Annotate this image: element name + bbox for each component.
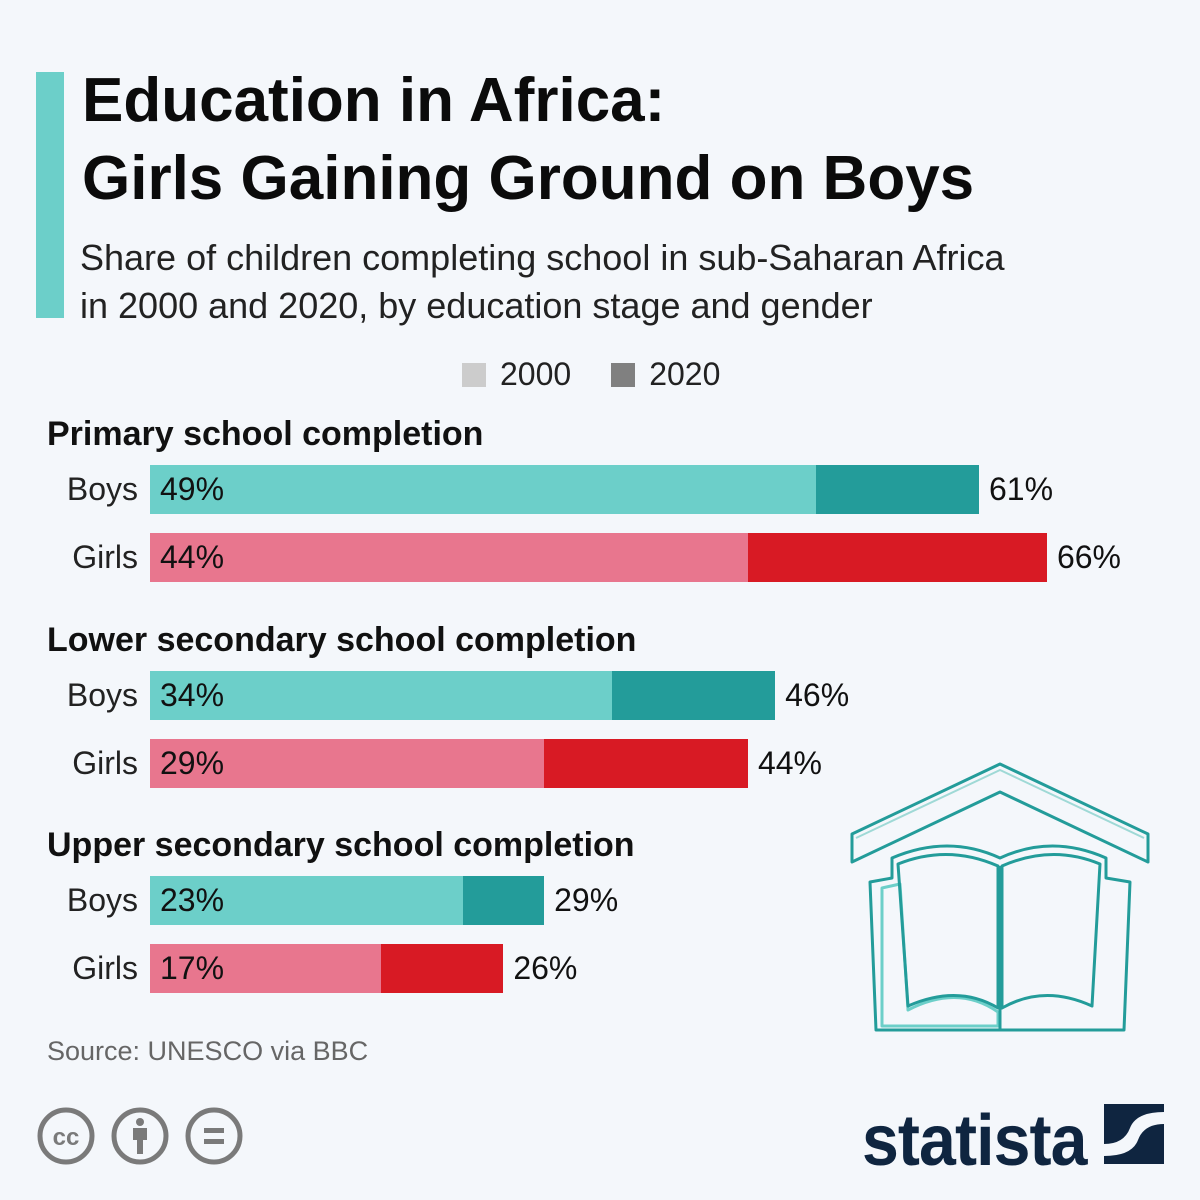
bar-2000 — [150, 739, 545, 788]
row-label: Boys — [66, 882, 138, 918]
value-label-2000: 49% — [160, 471, 225, 507]
brand-name: statista — [862, 1101, 1088, 1181]
license-icons: cc — [36, 1106, 244, 1166]
svg-text:cc: cc — [53, 1124, 80, 1151]
section-title: Upper secondary school completion — [47, 826, 635, 864]
legend-item-2000: 2000 — [462, 356, 571, 393]
value-label-2020: 46% — [785, 677, 850, 713]
legend-swatch-2020 — [611, 362, 636, 387]
legend-swatch-2000 — [462, 362, 486, 387]
bar-2000 — [150, 876, 463, 925]
legend: 2000 2020 — [462, 356, 760, 393]
value-label-2000: 29% — [160, 745, 225, 781]
row-label: Boys — [66, 677, 138, 713]
cc-icon[interactable]: cc — [36, 1106, 96, 1166]
value-label-2020: 29% — [554, 882, 619, 918]
section-title: Primary school completion — [47, 415, 484, 453]
subtitle: Share of children completing school in s… — [80, 234, 1005, 330]
page-title: Education in Africa: Girls Gaining Groun… — [82, 62, 974, 218]
row-label: Boys — [66, 471, 138, 507]
bar-2000 — [150, 944, 382, 993]
bar-2000 — [150, 465, 816, 514]
bar-2000 — [150, 671, 613, 720]
value-label-2000: 17% — [160, 950, 225, 986]
source-note: Source: UNESCO via BBC — [47, 1036, 369, 1066]
subtitle-line-2: in 2000 and 2020, by education stage and… — [80, 285, 873, 326]
statista-logo-icon — [1104, 1104, 1164, 1164]
legend-item-2020: 2020 — [611, 356, 720, 393]
value-label-2020: 61% — [988, 471, 1054, 507]
section-title: Lower secondary school completion — [47, 621, 637, 659]
statista-logo: statista — [862, 1100, 1164, 1182]
subtitle-line-1: Share of children completing school in s… — [80, 237, 1005, 278]
attribution-icon[interactable] — [110, 1106, 170, 1166]
legend-label-2020: 2020 — [649, 356, 721, 392]
title-line-2: Girls Gaining Ground on Boys — [82, 144, 975, 213]
bar-2000 — [150, 533, 748, 582]
value-label-2020: 26% — [513, 950, 578, 986]
row-label: Girls — [72, 539, 138, 575]
value-label-2000: 23% — [160, 882, 225, 918]
value-label-2020: 44% — [757, 745, 822, 781]
value-label-2020: 66% — [1056, 539, 1121, 575]
row-label: Girls — [72, 745, 138, 781]
school-book-icon — [850, 762, 1150, 1032]
title-accent-bar — [36, 72, 64, 318]
value-label-2000: 34% — [160, 677, 225, 713]
title-line-1: Education in Africa: — [82, 66, 666, 135]
value-label-2000: 44% — [160, 539, 225, 575]
no-derivatives-icon[interactable] — [184, 1106, 244, 1166]
legend-label-2000: 2000 — [500, 356, 572, 392]
row-label: Girls — [72, 950, 138, 986]
